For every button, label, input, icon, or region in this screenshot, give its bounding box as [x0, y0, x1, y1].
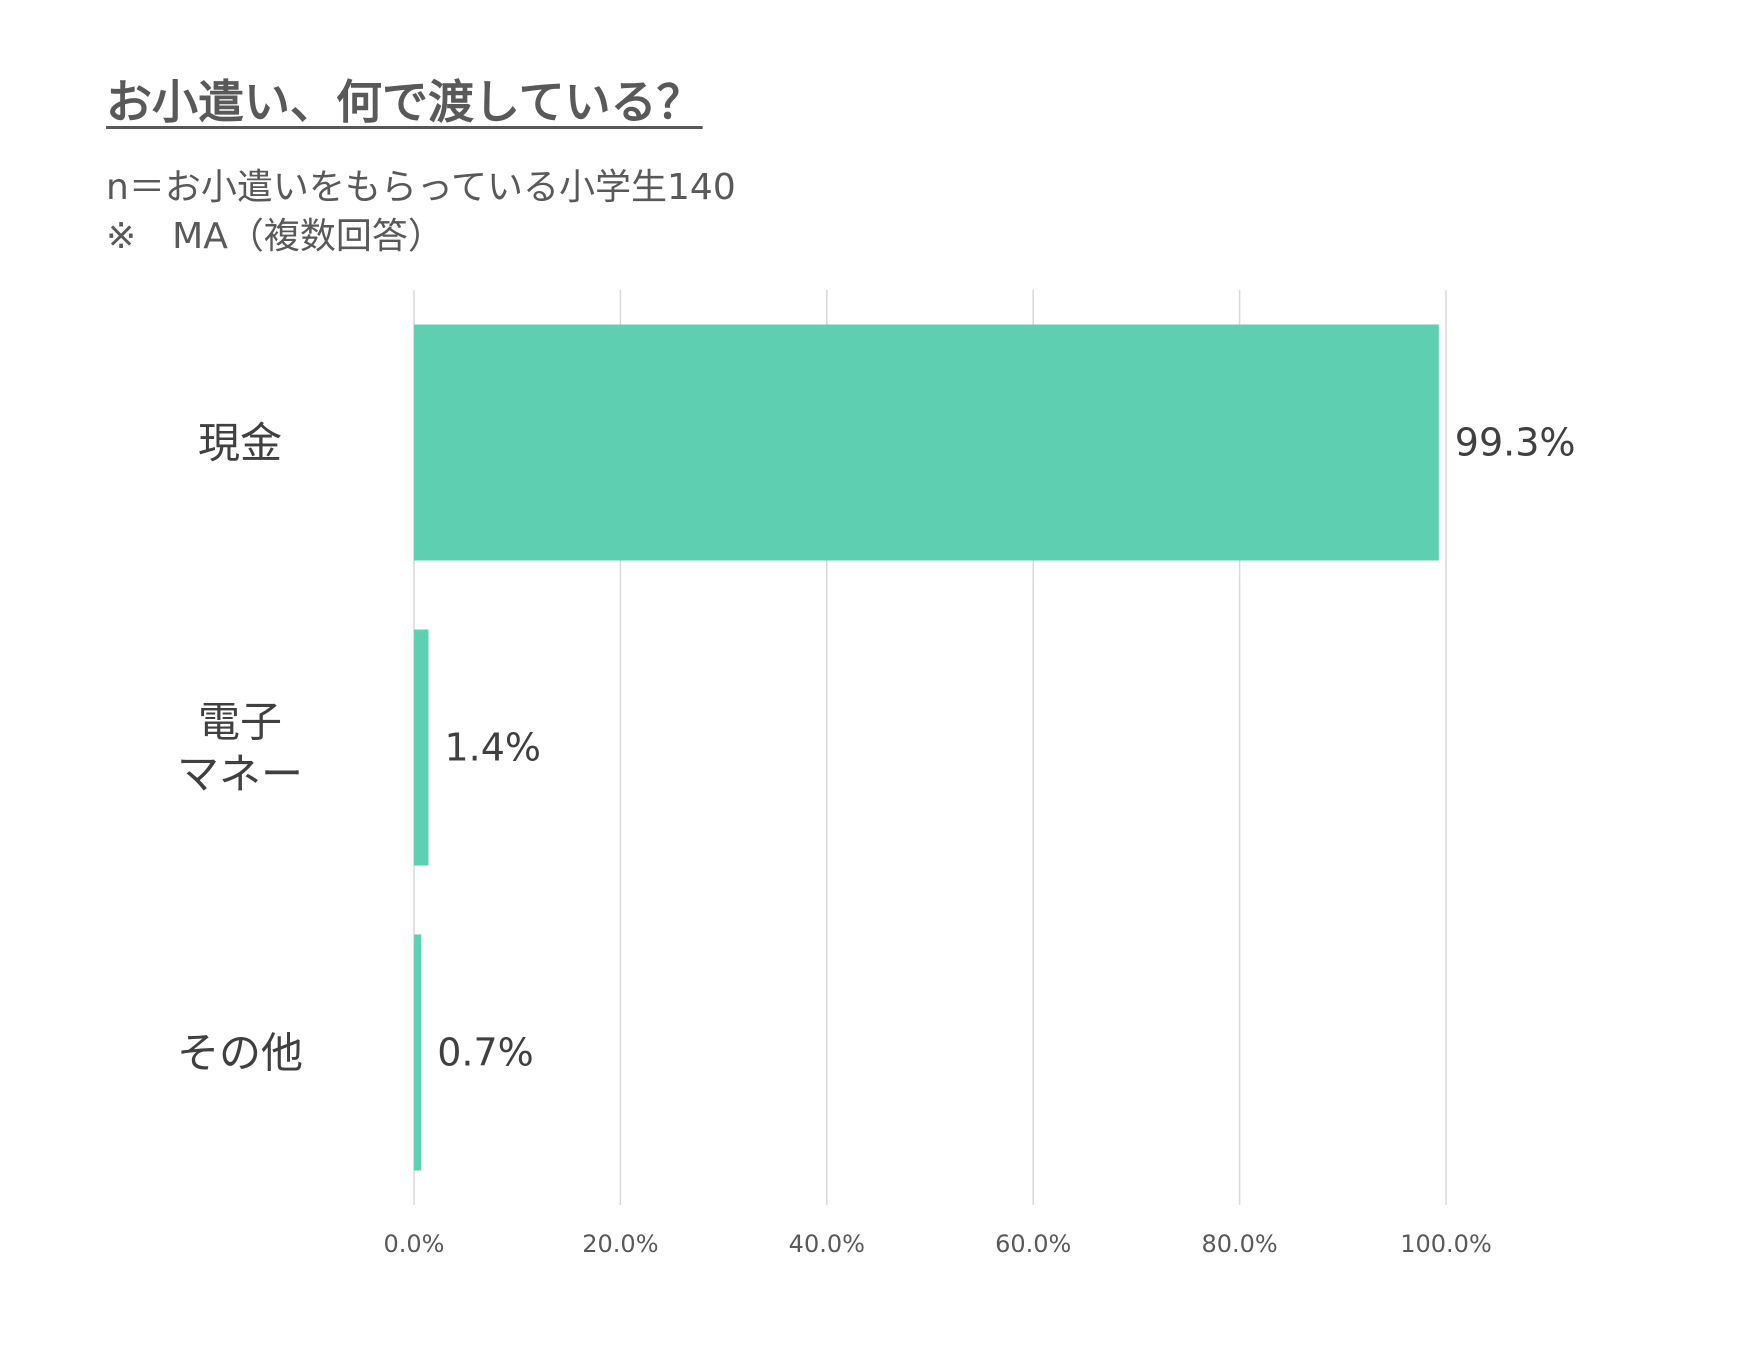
- x-tick-label: 60.0%: [995, 1230, 1071, 1258]
- category-label: その他: [177, 1029, 303, 1078]
- data-label: 1.4%: [444, 726, 541, 770]
- sample-size-note: n＝お小遣いをもらっている小学生140: [106, 167, 736, 208]
- x-tick-label: 100.0%: [1400, 1230, 1492, 1258]
- data-label: 99.3%: [1455, 421, 1576, 465]
- x-tick-label: 80.0%: [1201, 1230, 1277, 1258]
- x-tick-label: 0.0%: [384, 1230, 445, 1258]
- answer-type-note: ※ MA（複数回答）: [106, 216, 444, 257]
- bars: [414, 324, 1439, 1171]
- bar: [414, 934, 422, 1171]
- category-label: マネー: [177, 750, 303, 799]
- category-label: 現金: [198, 419, 282, 468]
- x-tick-label: 20.0%: [582, 1230, 658, 1258]
- x-axis-tick-labels: 0.0% 20.0% 40.0% 60.0% 80.0% 100.0%: [384, 1230, 1492, 1258]
- bar: [414, 324, 1439, 561]
- category-label: 電子: [198, 698, 282, 747]
- page-title: お小遣い、何で渡している？: [106, 75, 703, 129]
- x-tick-label: 40.0%: [789, 1230, 865, 1258]
- data-labels: 99.3% 1.4% 0.7%: [437, 421, 1575, 1075]
- bar: [414, 629, 429, 866]
- data-label: 0.7%: [437, 1031, 534, 1075]
